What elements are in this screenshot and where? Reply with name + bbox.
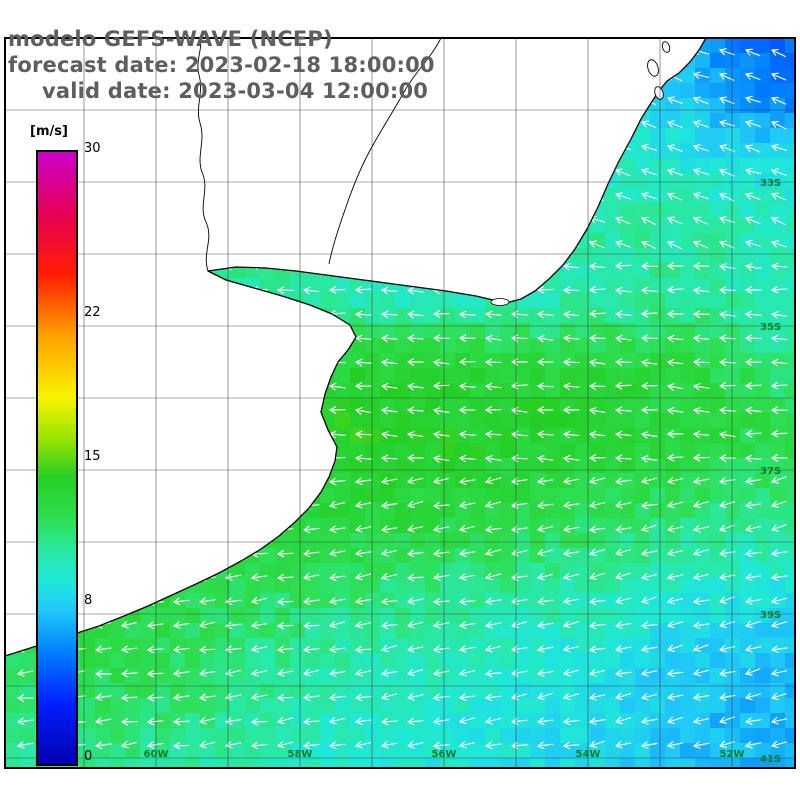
lon-label: 60W (144, 749, 169, 760)
colorbar-tick: 15 (84, 449, 101, 464)
colorbar-unit-label: [m/s] (30, 124, 68, 139)
river-line (197, 37, 210, 272)
colorbar-gradient (36, 150, 78, 766)
estuary-island-icon (490, 298, 510, 306)
lat-label: 35S (760, 322, 781, 333)
coastal-lagoon-icon (647, 59, 659, 77)
valid-date-line: valid date: 2023-03-04 12:00:00 (42, 79, 429, 103)
lon-label: 56W (432, 749, 457, 760)
coastal-lagoon-icon (661, 41, 671, 53)
map-header: modelo GEFS-WAVE (NCEP) forecast date: 2… (8, 26, 435, 104)
colorbar-tick: 8 (84, 593, 93, 608)
forecast-date-line: forecast date: 2023-02-18 18:00:00 (8, 53, 435, 77)
land-shape (4, 37, 707, 657)
lat-label: 41S (760, 754, 781, 765)
lon-label: 52W (720, 749, 745, 760)
longitude-labels: 60W 58W 56W 54W 52W (144, 749, 745, 760)
map-frame (4, 37, 796, 769)
latitude-labels: 33S 35S 37S 39S 41S (760, 178, 781, 765)
lon-label: 58W (288, 749, 313, 760)
lon-label: 54W (576, 749, 601, 760)
colorbar-tick: 0 (84, 749, 93, 764)
lat-label: 37S (760, 466, 781, 477)
river-line (328, 37, 442, 265)
lat-label: 39S (760, 610, 781, 621)
graticule-layer (5, 38, 795, 768)
model-title: modelo GEFS-WAVE (NCEP) (8, 27, 333, 51)
coastal-lagoon-icon (654, 86, 664, 100)
colorbar-tick: 30 (84, 141, 101, 156)
lat-label: 33S (760, 178, 781, 189)
colorbar-tick: 22 (84, 305, 101, 320)
